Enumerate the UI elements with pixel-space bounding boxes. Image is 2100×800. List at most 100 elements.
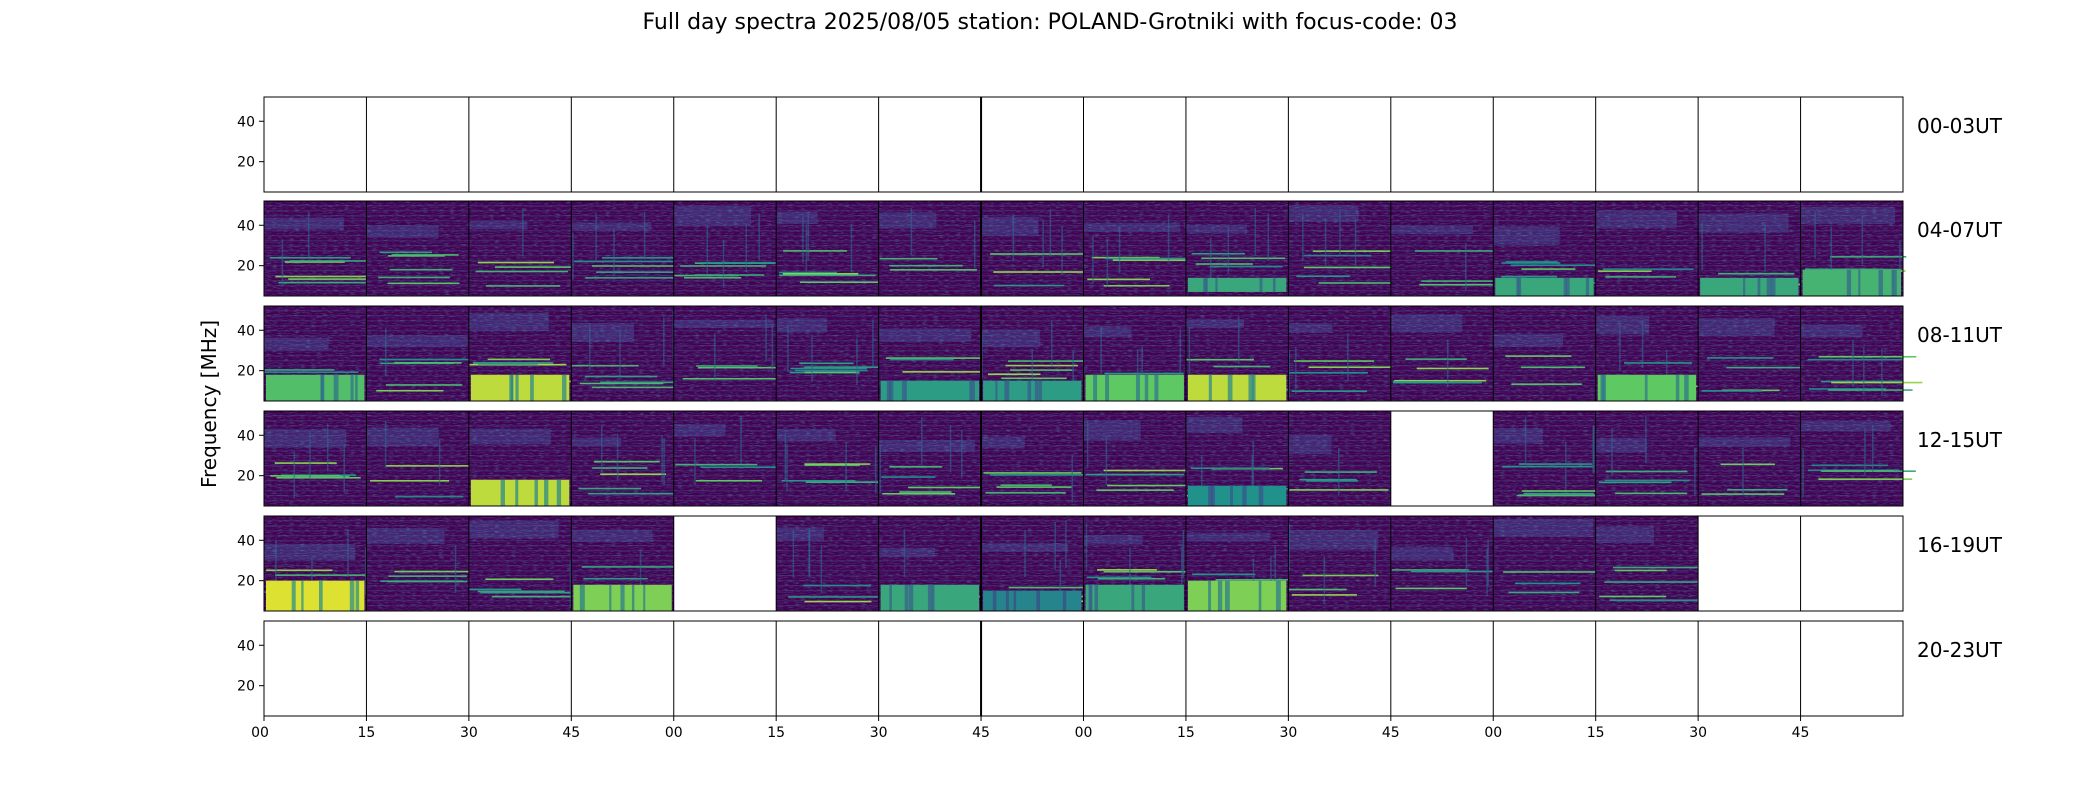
x-tick-label: 15 bbox=[1177, 725, 1195, 741]
bright-region bbox=[1187, 485, 1287, 506]
spectrum-panel bbox=[264, 621, 367, 716]
x-tick-label: 30 bbox=[1689, 725, 1707, 741]
row-00-03UT: 20 40 00-03UT bbox=[237, 96, 2003, 193]
y-tick-label: 40 bbox=[237, 218, 255, 234]
y-tick-label: 20 bbox=[237, 469, 255, 485]
spectrum-panel bbox=[366, 306, 476, 401]
spectrum-panel bbox=[776, 516, 884, 611]
spectrum-panel bbox=[571, 201, 688, 296]
spectrum-panel bbox=[1083, 201, 1193, 296]
spectrum-panel bbox=[673, 411, 780, 506]
bright-region bbox=[1085, 374, 1184, 401]
spectrum-panel bbox=[571, 306, 689, 401]
spectrum-panel bbox=[1083, 97, 1186, 192]
spectrum-panel bbox=[1595, 97, 1699, 192]
row-frame bbox=[263, 410, 1904, 507]
bright-region bbox=[1802, 269, 1901, 296]
bright-region bbox=[266, 374, 365, 401]
spectrum-panel bbox=[1800, 306, 1923, 401]
spectrum-panel bbox=[776, 306, 903, 401]
spectrum-panel bbox=[1800, 411, 1916, 506]
spectrum-panel bbox=[1288, 411, 1391, 506]
spectrum-panel bbox=[468, 201, 578, 296]
x-tick-label: 45 bbox=[1792, 725, 1810, 741]
spectrum-panel bbox=[673, 306, 795, 401]
bright-region bbox=[1700, 277, 1799, 296]
spectrum-panel bbox=[981, 621, 1084, 716]
row-frame bbox=[263, 96, 1904, 193]
spectrum-panel bbox=[1288, 201, 1411, 296]
spectrum-panel bbox=[1800, 201, 1907, 296]
spectrum-panel bbox=[1390, 201, 1507, 296]
row-04-07UT: 20 40 04-07UT bbox=[237, 200, 2003, 297]
row-20-23UT: 20 40 20-23UT bbox=[237, 620, 2003, 717]
spectrum-panel bbox=[366, 97, 469, 192]
chart-title: Full day spectra 2025/08/05 station: POL… bbox=[642, 10, 1458, 35]
spectrum-panel bbox=[673, 621, 777, 716]
x-axis: 00 15 30 45 00 15 30 45 00 15 30 45 00 15 30 45 bbox=[251, 716, 1809, 741]
x-tick-label: 00 bbox=[1484, 725, 1502, 741]
spectrum-panel bbox=[1595, 411, 1699, 506]
spectrum-panel bbox=[776, 411, 898, 506]
row-16-19UT: 20 40 16-19UT bbox=[237, 515, 2003, 612]
spectrum-panel bbox=[878, 97, 982, 192]
y-tick-label: 20 bbox=[237, 574, 255, 590]
y-tick-label: 40 bbox=[237, 428, 255, 444]
x-tick-label: 45 bbox=[562, 725, 580, 741]
spectrum-panel bbox=[1288, 621, 1391, 716]
spectrum-panel bbox=[1390, 621, 1494, 716]
spectrum-panel bbox=[1493, 411, 1621, 506]
row-label: 00-03UT bbox=[1917, 114, 2003, 138]
bright-region bbox=[983, 380, 1082, 401]
row-label: 08-11UT bbox=[1917, 323, 2003, 347]
x-tick-label: 00 bbox=[251, 725, 269, 741]
y-tick-label: 40 bbox=[237, 114, 255, 130]
bright-region bbox=[1085, 584, 1184, 611]
spectrum-panel bbox=[1390, 516, 1510, 611]
bright-region bbox=[880, 380, 980, 401]
spectrum-panel bbox=[776, 621, 879, 716]
y-tick-label: 20 bbox=[237, 364, 255, 380]
y-tick-label: 40 bbox=[237, 533, 255, 549]
row-frame bbox=[263, 200, 1904, 297]
spectrum-panel bbox=[1390, 306, 1494, 401]
spectrum-panel bbox=[1390, 411, 1494, 506]
spectrum-panel bbox=[1493, 306, 1596, 401]
spectrum-panel bbox=[1288, 97, 1391, 192]
bright-region bbox=[266, 580, 365, 611]
spectrum-panel bbox=[1493, 97, 1596, 192]
spectrum-panel bbox=[571, 97, 674, 192]
spectrum-panel bbox=[366, 201, 469, 296]
x-tick-label: 15 bbox=[1587, 725, 1605, 741]
spectrum-panel bbox=[468, 97, 572, 192]
spectrum-panel bbox=[1595, 201, 1699, 296]
spectrum-panel bbox=[878, 201, 982, 296]
row-12-15UT: 20 40 12-15UT bbox=[237, 410, 2003, 507]
spectrum-panel bbox=[1185, 621, 1289, 716]
spectrum-panel bbox=[1698, 516, 1801, 611]
x-tick-label: 45 bbox=[972, 725, 990, 741]
spectrum-panel bbox=[1595, 516, 1709, 611]
spectrum-panel bbox=[673, 201, 789, 296]
bright-region bbox=[1495, 277, 1594, 296]
spectrum-panel bbox=[1698, 621, 1801, 716]
spectrum-panel bbox=[981, 411, 1089, 506]
x-tick-label: 00 bbox=[665, 725, 683, 741]
spectrum-panel bbox=[1288, 516, 1391, 611]
row-frame bbox=[263, 515, 1904, 612]
spectrum-panel bbox=[1083, 621, 1186, 716]
spectrum-panel bbox=[571, 411, 684, 506]
spectrum-panel bbox=[264, 411, 367, 506]
spectrum-panel bbox=[1800, 621, 1903, 716]
x-tick-label: 00 bbox=[1075, 725, 1093, 741]
spectrum-panel bbox=[1698, 306, 1809, 401]
spectrum-panel bbox=[468, 621, 572, 716]
y-tick-label: 40 bbox=[237, 323, 255, 339]
spectrum-panel bbox=[1493, 516, 1605, 611]
spectrum-panel bbox=[1698, 411, 1801, 506]
spectrum-panel bbox=[366, 621, 469, 716]
y-tick-label: 40 bbox=[237, 638, 255, 654]
spectrum-panel bbox=[673, 97, 777, 192]
x-tick-label: 45 bbox=[1382, 725, 1400, 741]
spectrum-panel bbox=[981, 201, 1093, 296]
